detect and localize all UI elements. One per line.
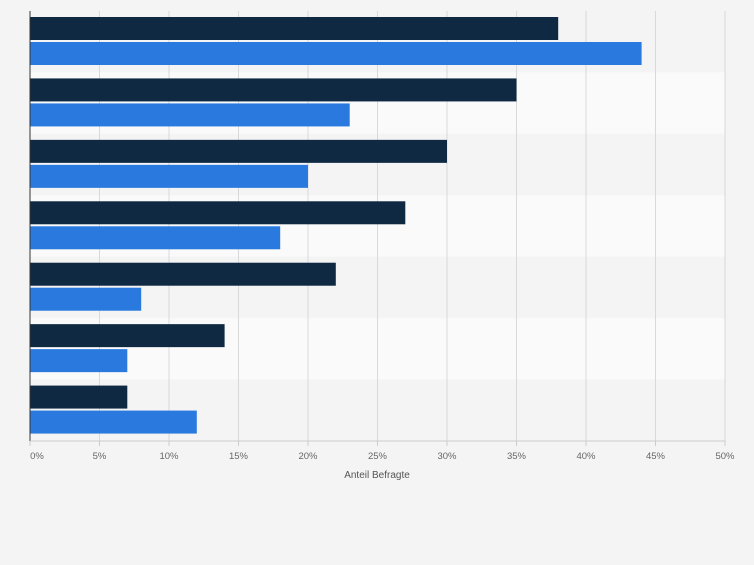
bars [30, 17, 642, 434]
bar-series1-row5 [30, 262, 336, 286]
x-axis-label: Anteil Befragte [344, 470, 410, 481]
x-tick-label-25: 25% [368, 451, 388, 462]
x-tick-label-50: 50% [715, 451, 735, 462]
x-tick-label-10: 10% [159, 451, 179, 462]
bar-series1-row6 [30, 324, 225, 348]
x-tick-label-0: 0% [30, 451, 44, 462]
bar-series2-row1 [30, 42, 642, 65]
bar-series1-row1 [30, 17, 559, 40]
x-tick-label-45: 45% [646, 451, 666, 462]
x-tick-label-40: 40% [576, 451, 596, 462]
x-tick-label-20: 20% [298, 451, 318, 462]
bar-series2-row4 [30, 226, 281, 250]
x-tick-label-35: 35% [507, 451, 527, 462]
x-tick-label-30: 30% [437, 451, 457, 462]
bar-series1-row3 [30, 139, 447, 163]
x-tick-label-15: 15% [229, 451, 249, 462]
x-tick-labels: 0% 5% 10% 15% 20% 25% 30% 35% 40% 45% 50% [29, 441, 735, 462]
bar-series2-row2 [30, 103, 350, 127]
x-tick-label-5: 5% [93, 451, 107, 462]
bar-series2-row7 [30, 410, 197, 434]
bar-series1-row2 [30, 78, 517, 102]
bar-series1-row4 [30, 201, 406, 225]
bar-series1-row7 [30, 385, 128, 409]
bar-series2-row5 [30, 287, 142, 311]
bar-series2-row6 [30, 349, 128, 373]
bar-series2-row3 [30, 164, 308, 188]
